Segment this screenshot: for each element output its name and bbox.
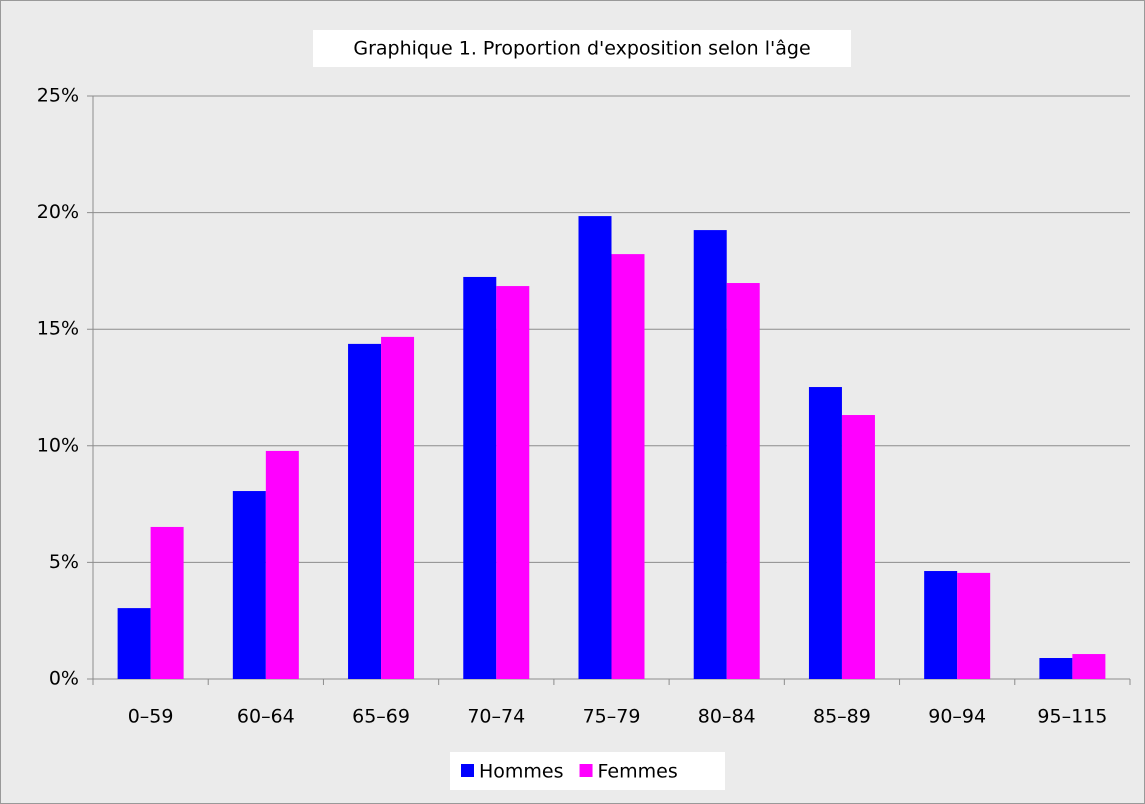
- x-tick-label: 90–94: [928, 706, 986, 728]
- x-tick-label: 70–74: [467, 706, 525, 728]
- y-tick-label: 25%: [37, 85, 79, 107]
- bar: [232, 491, 266, 679]
- legend-label: Hommes: [479, 761, 564, 783]
- y-tick-label: 5%: [49, 551, 79, 573]
- bar: [265, 450, 299, 679]
- bar: [924, 571, 958, 679]
- chart-title: Graphique 1. Proportion d'exposition sel…: [353, 38, 810, 60]
- title-box: [313, 30, 851, 67]
- bar: [117, 608, 151, 679]
- bar: [150, 526, 184, 679]
- bar: [1039, 658, 1073, 679]
- x-tick-label: 75–79: [583, 706, 641, 728]
- legend-swatch: [461, 764, 474, 777]
- bar: [957, 572, 991, 679]
- bar: [496, 286, 530, 679]
- bar: [578, 216, 612, 679]
- x-tick-label: 60–64: [237, 706, 295, 728]
- legend-swatch: [579, 764, 593, 777]
- legend-label: Femmes: [598, 761, 678, 783]
- y-tick-label: 10%: [37, 434, 79, 456]
- x-tick-label: 95–115: [1037, 706, 1107, 728]
- bar: [463, 276, 497, 679]
- x-tick-label: 65–69: [352, 706, 410, 728]
- bar: [611, 254, 645, 679]
- bar: [348, 343, 382, 679]
- x-tick-label: 85–89: [813, 706, 871, 728]
- x-tick-label: 80–84: [698, 706, 756, 728]
- y-tick-label: 0%: [49, 668, 79, 690]
- bar: [841, 415, 875, 679]
- bar: [693, 230, 727, 679]
- bar: [1072, 654, 1106, 679]
- x-tick-label: 0–59: [128, 706, 174, 728]
- y-tick-label: 15%: [37, 318, 79, 340]
- bar: [381, 336, 415, 679]
- bar: [808, 387, 842, 679]
- y-tick-label: 20%: [37, 201, 79, 223]
- bar: [726, 283, 760, 679]
